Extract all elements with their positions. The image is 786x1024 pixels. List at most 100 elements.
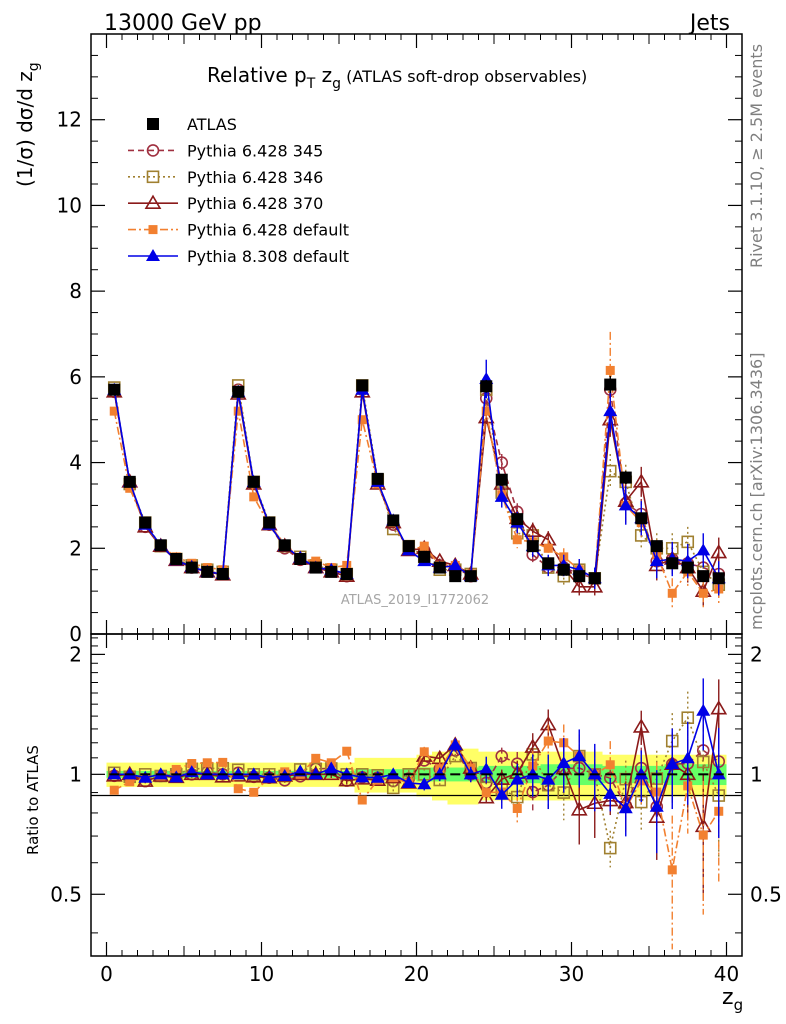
main-pythia-6-428-default-point [481,406,491,416]
ratio-atlas-point [295,773,306,776]
ratio-atlas-point [605,773,616,776]
x-axis-label: zg [722,985,743,1014]
main-atlas-point [449,570,462,583]
main-pythia-8-308-default-point [603,404,618,417]
energy-label: 13000 GeV pp [104,11,262,36]
legend-label-pythia-6-428-345: Pythia 6.428 345 [187,141,323,160]
ratio-pythia-6-428-345-point [495,749,509,763]
ratio-pythia-6-428-default-point [419,747,429,757]
x-tick-label: 40 [714,962,739,986]
ratio-atlas-point [636,773,647,776]
ratio-pythia-8-308-default-point [680,751,695,764]
ratio-atlas-point [496,773,507,776]
main-pythia-6-428-370-line [113,391,720,593]
ratio-pythia-6-428-346-point [603,841,617,855]
ratio-atlas-point [434,773,445,776]
main-atlas-point [619,471,632,484]
ratio-y-tick-label: 1 [69,762,82,786]
legend-label-pythia-8-308-default: Pythia 8.308 default [187,247,349,266]
main-atlas-point [418,550,431,563]
main-y-tick-label: 4 [69,451,82,475]
ratio-y-tick-label: 0.5 [50,882,82,906]
main-atlas-point [697,570,710,583]
main-pythia-6-428-default-line [113,370,719,595]
main-pythia-8-308-default-point [618,498,633,511]
series-atlas [108,376,725,585]
ratio-atlas-point [527,773,538,776]
ratio-pythia-6-428-default-point [311,753,321,763]
main-atlas-point [123,475,136,488]
ratio-atlas-point [620,773,631,776]
ratio-pythia-8-308-default-point [649,799,664,812]
main-atlas-point [635,512,648,525]
main-atlas-point [387,514,400,527]
ratio-atlas-point [372,773,383,776]
main-pythia-6-428-370-point [570,578,588,593]
ratio-y-axis-label: Ratio to ATLAS [24,745,42,855]
ratio-pythia-6-428-370-point [710,700,728,715]
main-atlas-point [325,565,338,578]
ratio-pythia-6-428-370-point [632,718,650,733]
main-atlas-point [557,563,570,576]
ratio-pythia-6-428-default-point [481,788,491,798]
main-atlas-point [511,513,524,526]
main-atlas-point [154,539,167,552]
rivet-version-label: Rivet 3.1.10, ≥ 2.5M events [747,44,766,268]
x-tick-label: 10 [249,962,274,986]
ratio-y-tick-label-right: 1 [750,762,763,786]
ratio-pythia-8-308-default-point [417,777,432,790]
ratio-atlas-point [341,773,352,776]
ratio-y-tick-label: 2 [69,642,82,666]
x-tick-label: 0 [100,962,113,986]
category-label: Jets [688,11,730,36]
ratio-atlas-point [465,773,476,776]
main-atlas-point [294,553,307,565]
main-pythia-6-428-default-point [419,541,429,551]
ratio-atlas-point [388,773,399,776]
legend-marker-pythia-8-308-default [146,249,160,261]
main-pythia-6-428-default-point [543,543,553,553]
main-pythia-6-428-default-point [109,406,119,416]
main-atlas-point [139,516,152,529]
ratio-pythia-8-308-default-point [556,756,571,769]
ratio-pythia-6-428-345-line [114,749,720,809]
ratio-pythia-6-428-default-point [512,803,522,813]
main-pythia-8-308-default-line [113,378,720,580]
ratio-pythia-6-428-370-point [338,772,356,787]
main-atlas-point [588,572,601,585]
ratio-pythia-6-428-default-point [543,736,553,746]
ratio-atlas-point [109,773,120,776]
main-atlas-point [170,553,183,565]
ratio-pythia-6-428-default-point [125,777,135,787]
main-pythia-6-428-370-point [710,543,728,559]
ratio-atlas-point [512,773,523,776]
ratio-pythia-6-428-default-point [171,764,181,774]
main-pythia-6-428-default-point [667,588,677,598]
ratio-atlas-point [419,773,430,776]
main-atlas-point [464,570,477,583]
main-y-tick-label: 8 [69,279,82,303]
main-pythia-6-428-default-point [512,535,522,545]
legend-marker-atlas [147,118,159,130]
ratio-atlas-point [481,773,492,776]
main-y-tick-label: 2 [69,536,82,560]
ratio-pythia-8-308-default-point [370,770,385,783]
main-atlas-point [542,557,555,570]
ratio-atlas-point [574,773,585,776]
ratio-atlas-point [403,773,414,776]
ratio-atlas-point [171,773,182,776]
ratio-pythia-8-308-default-point [324,761,339,774]
main-y-tick-label: 10 [57,193,82,217]
ratio-y-tick-label-right: 2 [750,642,763,666]
main-atlas-point [216,568,229,580]
ratio-atlas-point [682,773,693,776]
ratio-atlas-point [357,773,368,776]
ratio-atlas-point [140,773,151,776]
legend-marker-pythia-6-428-default [148,225,158,235]
main-atlas-point [356,379,369,392]
main-atlas-point [185,561,198,574]
legend-label-pythia-6-428-370: Pythia 6.428 370 [187,194,323,213]
ratio-pythia-6-428-346-point [696,755,710,769]
main-pythia-6-428-default-point [233,406,243,416]
